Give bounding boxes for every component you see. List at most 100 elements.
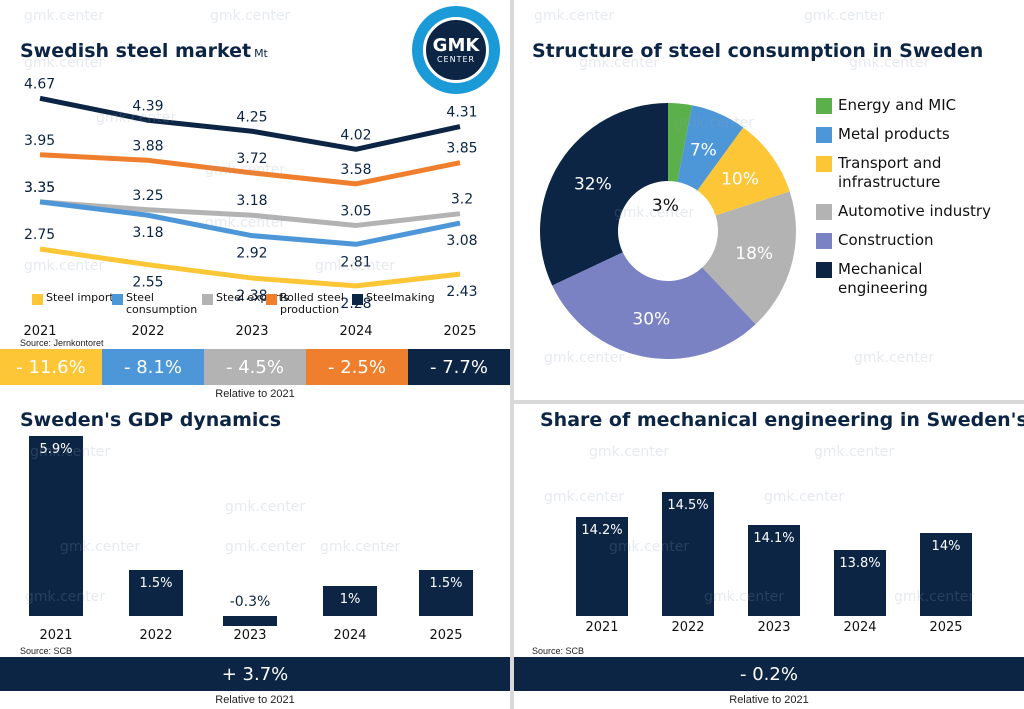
change-steel-consumption: - 8.1% [102, 349, 204, 385]
data-label: 3.35 [24, 180, 55, 196]
mech-engineering-panel: Share of mechanical engineering in Swede… [514, 404, 1024, 709]
legend-swatch [816, 262, 832, 278]
mech-engineering-source: Source: SCB [532, 646, 585, 656]
gmk-center-logo: GMK CENTER [412, 6, 500, 94]
legend-label: Steel imports [46, 291, 120, 304]
bar-value-label: 14.5% [667, 498, 709, 513]
watermark-text: gmk.center [225, 499, 306, 515]
legend-item-transport-and-infrastructure: Transport and infrastructure [816, 154, 991, 192]
legend-swatch [816, 127, 832, 143]
data-label: 3.85 [446, 141, 477, 157]
legend-item-metal-products: Metal products [816, 125, 991, 144]
watermark-text: gmk.center [704, 589, 785, 605]
gdp-dynamics-source: Source: SCB [20, 646, 73, 656]
bar-value-label: 14% [931, 539, 961, 555]
donut-slice-transport-and-infrastructure [697, 127, 790, 216]
data-label: 3.58 [340, 162, 371, 178]
data-label: 3.95 [24, 133, 55, 149]
data-label: 4.25 [236, 109, 267, 125]
series-line-rolled-steel-production [39, 152, 461, 187]
watermark-text: gmk.center [24, 55, 105, 71]
data-label: 2.43 [446, 284, 477, 300]
legend-item-rolled-steel-production: Rolled steel production [266, 292, 356, 316]
legend-swatch [112, 294, 123, 305]
steel-market-title: Swedish steel market Mt [20, 40, 268, 62]
x-tick-label: 2023 [235, 324, 269, 339]
data-label: 4.02 [340, 127, 371, 143]
x-tick-label: 2023 [233, 628, 267, 643]
donut-slice-energy-and-mic [668, 103, 692, 182]
steel-market-source: Source: Jernkontoret [20, 338, 104, 348]
x-tick-label: 2021 [585, 620, 619, 635]
data-label: 2.92 [236, 246, 267, 262]
data-label: 4.67 [24, 76, 55, 92]
data-label: 3.2 [451, 192, 473, 208]
watermark-text: gmk.center [60, 539, 141, 555]
data-label: 3.35 [24, 180, 55, 196]
data-label: 4.31 [446, 105, 477, 121]
watermark-text: gmk.center [225, 539, 306, 555]
logo-text-center: CENTER [436, 54, 476, 64]
logo-text-gmk: GMK [432, 34, 480, 56]
donut-slice-metal-products [677, 105, 744, 191]
watermark-text: gmk.center [24, 8, 105, 24]
x-tick-label: 2024 [843, 620, 877, 635]
data-label: 3.05 [340, 203, 371, 219]
bar-value-label: 14.1% [753, 531, 795, 547]
watermark-text: gmk.center [25, 589, 106, 605]
x-tick-label: 2022 [131, 324, 165, 339]
watermark-text: gmk.center [96, 110, 177, 126]
data-label: 2.55 [132, 275, 163, 291]
bar-value-label: 14.2% [581, 522, 623, 538]
x-tick-label: 2024 [333, 628, 367, 643]
legend-swatch [816, 233, 832, 249]
series-line-steel-imports [39, 246, 461, 289]
watermark-text: gmk.center [30, 444, 111, 460]
watermark-text: gmk.center [544, 489, 625, 505]
data-label: 4.39 [132, 98, 163, 114]
bar [223, 616, 277, 626]
change-steel-exports: - 4.5% [204, 349, 306, 385]
data-label: 2.75 [24, 227, 55, 243]
x-tick-label: 2023 [757, 620, 791, 635]
x-tick-label: 2021 [23, 324, 57, 339]
donut-slice-construction [552, 252, 756, 359]
watermark-text: gmk.center [894, 589, 975, 605]
data-label: 2.81 [340, 254, 371, 270]
bar [29, 436, 83, 616]
legend-label: Steelmaking [366, 291, 435, 304]
bar [576, 516, 628, 616]
legend-swatch [816, 204, 832, 220]
x-tick-label: 2024 [339, 324, 373, 339]
steel-consumption-legend: Energy and MIC Metal products Transport an… [816, 96, 991, 308]
logo-inner: GMK CENTER [423, 17, 489, 83]
gdp-dynamics-panel: Sweden's GDP dynamics 5.9% 2021 1.5% 2022 -0… [0, 404, 510, 709]
legend-item-mechanical-engineering: Mechanical engineering [816, 260, 991, 298]
legend-swatch [816, 156, 832, 172]
steel-market-line-chart: 4.67 4.39 4.25 4.02 4.31 3.95 3.88 3.72 3.58 3.85… [24, 76, 478, 312]
mech-engineering-total: - 0.2% [514, 657, 1024, 691]
legend-swatch [352, 294, 363, 305]
bar [662, 492, 714, 616]
bar-value-label: 1.5% [139, 576, 173, 592]
data-label: 3.25 [132, 188, 163, 204]
donut-slice-mechanical-engineering [540, 103, 668, 286]
x-tick-label: 2022 [139, 628, 173, 643]
data-label: 3.18 [132, 225, 163, 241]
bar-value-label: -0.3% [229, 594, 271, 610]
x-tick-label: 2025 [429, 628, 463, 643]
legend-label: Automotive industry [838, 202, 991, 220]
legend-swatch [266, 294, 277, 305]
steel-market-title-text: Swedish steel market [20, 40, 252, 62]
legend-label: Energy and MIC [838, 96, 957, 114]
steel-market-change-bar: - 11.6% - 8.1% - 4.5% - 2.5% - 7.7% [0, 349, 510, 385]
series-line-steel-exports [39, 199, 461, 228]
steel-market-relative-note: Relative to 2021 [215, 388, 295, 400]
watermark-text: gmk.center [210, 8, 291, 24]
horizontal-separator [0, 400, 1024, 404]
legend-label: Rolled steel production [280, 291, 344, 316]
legend-swatch [202, 294, 213, 305]
bar [920, 533, 972, 616]
data-label: 2.38 [236, 288, 267, 304]
steel-consumption-title: Structure of steel consumption in Sweden [532, 40, 984, 62]
